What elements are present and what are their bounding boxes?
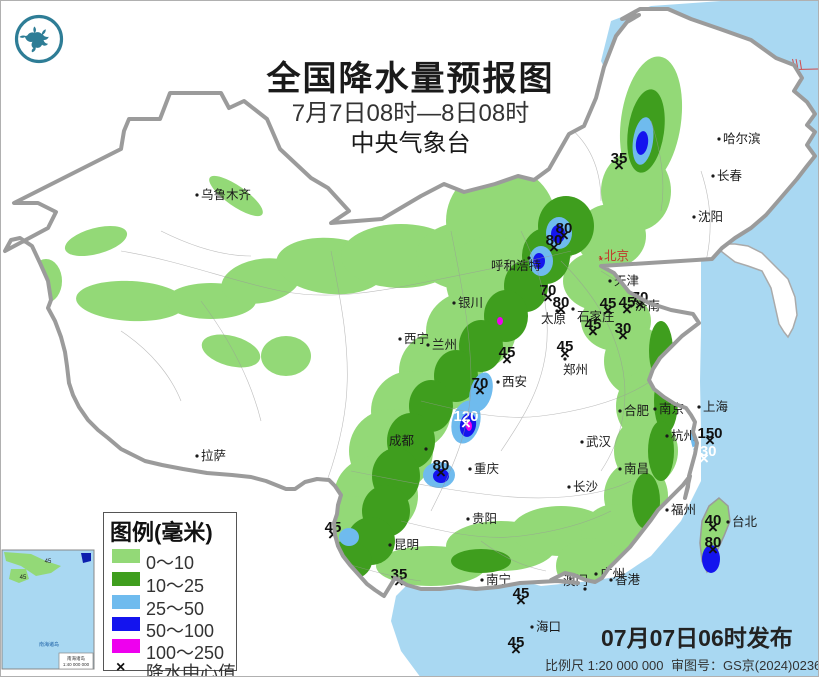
svg-text:台北: 台北: [732, 514, 758, 529]
svg-text:南海诸岛: 南海诸岛: [39, 641, 59, 648]
svg-text:×: ×: [502, 350, 512, 369]
svg-text:香港: 香港: [615, 573, 641, 587]
svg-text:×: ×: [559, 226, 569, 245]
svg-text:乌鲁木齐: 乌鲁木齐: [201, 187, 252, 202]
svg-text:拉萨: 拉萨: [201, 448, 226, 463]
svg-text:×: ×: [511, 640, 521, 659]
svg-text:长春: 长春: [717, 169, 743, 183]
svg-text:×: ×: [705, 431, 715, 450]
svg-text:×: ×: [516, 591, 526, 610]
svg-text:郑州: 郑州: [563, 362, 588, 377]
svg-text:南海诸岛: 南海诸岛: [67, 655, 85, 662]
svg-text:×: ×: [560, 344, 570, 363]
svg-text:×: ×: [708, 518, 718, 537]
svg-text:×: ×: [708, 540, 718, 559]
svg-text:长沙: 长沙: [573, 480, 599, 494]
svg-text:×: ×: [475, 381, 485, 400]
svg-text:合肥: 合肥: [624, 403, 650, 418]
svg-text:1:40 000 000: 1:40 000 000: [63, 662, 90, 667]
svg-text:兰州: 兰州: [432, 338, 457, 352]
svg-text:×: ×: [543, 288, 553, 307]
svg-text:银川: 银川: [458, 296, 483, 310]
svg-text:北京: 北京: [604, 249, 629, 263]
svg-text:西宁: 西宁: [404, 331, 429, 346]
svg-text:×: ×: [618, 326, 628, 345]
svg-text:重庆: 重庆: [474, 461, 500, 476]
svg-text:成都: 成都: [389, 434, 415, 448]
svg-text:×: ×: [556, 300, 566, 319]
svg-text:45: 45: [45, 559, 52, 565]
svg-text:武汉: 武汉: [586, 435, 612, 449]
svg-text:×: ×: [436, 463, 446, 482]
svg-text:沈阳: 沈阳: [698, 209, 723, 224]
svg-text:贵阳: 贵阳: [472, 512, 497, 526]
svg-text:×: ×: [603, 301, 613, 320]
svg-text:西安: 西安: [502, 374, 527, 389]
svg-text:南昌: 南昌: [624, 461, 649, 476]
svg-text:×: ×: [588, 322, 598, 341]
svg-text:×: ×: [699, 449, 709, 468]
svg-text:×: ×: [614, 156, 624, 175]
svg-text:昆明: 昆明: [394, 538, 419, 552]
svg-text:福州: 福州: [671, 502, 696, 517]
svg-text:上海: 上海: [703, 399, 729, 414]
svg-text:×: ×: [622, 300, 632, 319]
svg-text:海口: 海口: [536, 619, 561, 634]
svg-text:45: 45: [20, 575, 27, 581]
